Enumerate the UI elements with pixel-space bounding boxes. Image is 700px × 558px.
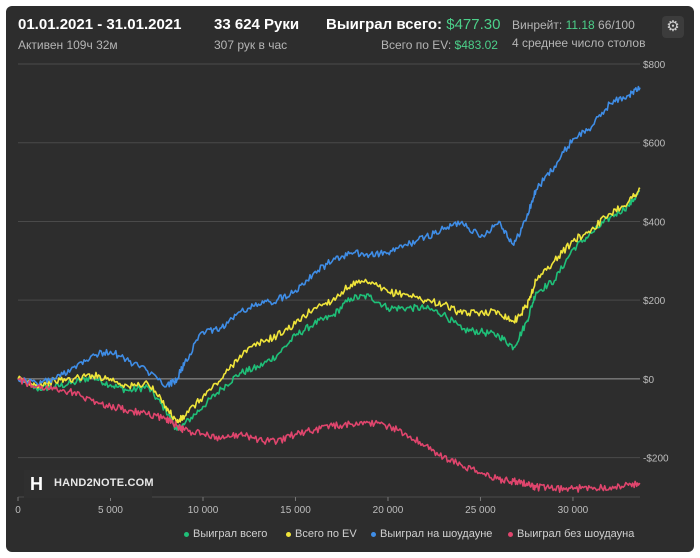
y-tick-label: $0 (643, 375, 655, 386)
won-total-label: Выиграл всего: (326, 16, 443, 33)
series-line (17, 190, 641, 432)
legend-item-ev[interactable]: Всего по EV (286, 528, 357, 540)
winrate: Винрейт: 11.18 66/100 (512, 18, 635, 32)
y-tick-label: -$200 (643, 454, 669, 465)
date-range: 01.01.2021 - 31.01.2021 (18, 16, 182, 33)
logo-text: HAND2NOTE.COM (54, 477, 154, 489)
x-tick-label: 25 000 (465, 505, 496, 516)
x-tick-label: 10 000 (188, 505, 219, 516)
active-time: Активен 109ч 32м (18, 38, 118, 52)
x-tick-label: 20 000 (373, 505, 404, 516)
chart-area: $800 $600 $400 $200 $0 -$200 0 5 000 10 000 15 00… (15, 60, 669, 516)
legend-item-non-showdown[interactable]: Выиграл без шоудауна (508, 528, 634, 540)
ev-total: Всего по EV: $483.02 (381, 38, 498, 52)
legend-dot (508, 531, 513, 537)
y-tick-label: $200 (643, 296, 666, 307)
hands-count: 33 624 Руки (214, 16, 300, 33)
ev-total-label: Всего по EV: (381, 38, 452, 52)
winrate-suffix: 66/100 (598, 18, 635, 32)
won-total: Выиграл всего: $477.30 (326, 16, 500, 33)
legend-label: Выиграл всего (193, 528, 268, 540)
avg-tables: 4 среднее число столов (512, 36, 646, 50)
y-tick-label: $400 (643, 217, 666, 228)
legend-dot (286, 531, 291, 537)
series-line (17, 85, 641, 388)
legend-dot (184, 531, 189, 537)
legend-item-won-total[interactable]: Выиграл всего (184, 528, 267, 540)
logo: H HAND2NOTE.COM (24, 470, 154, 498)
hands-per-hour: 307 рук в час (214, 38, 288, 52)
x-tick-label: 0 (15, 505, 21, 516)
legend-label: Выиграл на шоудауне (380, 528, 493, 540)
gear-icon[interactable]: ⚙ (662, 16, 684, 38)
logo-mark: H (30, 474, 43, 494)
x-tick-label: 15 000 (280, 505, 311, 516)
ev-total-value: $483.02 (454, 38, 498, 52)
legend-dot (371, 531, 376, 537)
chart-panel: 01.01.2021 - 31.01.2021 Активен 109ч 32м… (6, 6, 694, 552)
series-line (17, 187, 641, 424)
winrate-value: 11.18 (565, 18, 595, 32)
legend-label: Выиграл без шоудауна (517, 528, 635, 540)
won-total-value: $477.30 (446, 16, 501, 33)
legend-label: Всего по EV (295, 528, 357, 540)
winrate-label: Винрейт: (512, 18, 563, 32)
x-tick-label: 5 000 (98, 505, 123, 516)
series-line (17, 377, 641, 494)
legend-item-showdown[interactable]: Выиграл на шоудауне (371, 528, 492, 540)
y-tick-label: $800 (643, 60, 666, 71)
x-tick-label: 30 000 (558, 505, 589, 516)
y-tick-label: $600 (643, 139, 666, 150)
